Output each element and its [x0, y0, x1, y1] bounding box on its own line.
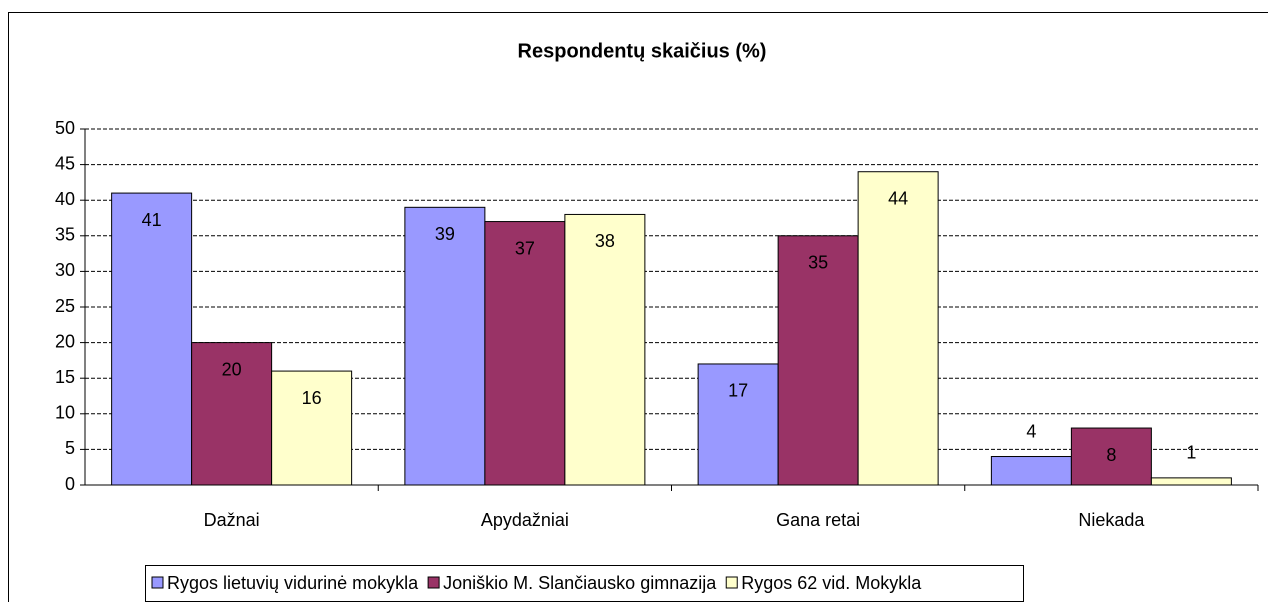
legend-box — [145, 565, 1024, 602]
x-tick-label: Dažnai — [204, 510, 260, 530]
y-tick-label: 40 — [55, 189, 75, 209]
y-tick-label: 15 — [55, 367, 75, 387]
legend-swatch — [427, 576, 440, 589]
data-label: 44 — [888, 188, 908, 208]
x-tick-label: Niekada — [1078, 510, 1145, 530]
legend-label: Joniškio M. Slančiausko gimnazija — [443, 573, 717, 593]
y-tick-label: 5 — [65, 438, 75, 458]
x-tick-label: Apydažniai — [481, 510, 569, 530]
bar — [564, 213, 646, 486]
legend-label: Rygos lietuvių vidurinė mokykla — [167, 573, 419, 593]
y-tick-label: 50 — [55, 118, 75, 138]
data-label: 16 — [302, 388, 322, 408]
bar — [484, 221, 566, 486]
bar — [697, 363, 779, 486]
legend-swatch — [151, 576, 164, 589]
bar — [857, 171, 939, 486]
bar — [1150, 477, 1232, 486]
chart-title: Respondentų skaičius (%) — [518, 40, 767, 62]
data-label: 17 — [728, 381, 748, 401]
y-tick-label: 10 — [55, 403, 75, 423]
data-label: 20 — [222, 359, 242, 379]
data-label: 1 — [1186, 443, 1196, 463]
y-tick-label: 35 — [55, 225, 75, 245]
bar — [271, 370, 353, 486]
bar — [111, 192, 193, 486]
data-label: 39 — [435, 224, 455, 244]
data-label: 41 — [142, 210, 162, 230]
data-label: 37 — [515, 238, 535, 258]
data-label: 8 — [1106, 445, 1116, 465]
y-tick-label: 20 — [55, 331, 75, 351]
y-tick-label: 0 — [65, 474, 75, 494]
y-tick-label: 45 — [55, 153, 75, 173]
bar — [990, 456, 1072, 486]
bar — [1070, 427, 1152, 486]
bar — [404, 206, 486, 486]
bar — [191, 342, 273, 486]
data-label: 4 — [1026, 421, 1036, 441]
data-label: 35 — [808, 253, 828, 273]
x-tick-label: Gana retai — [776, 510, 860, 530]
y-tick-label: 25 — [55, 296, 75, 316]
legend-label: Rygos 62 vid. Mokykla — [741, 573, 922, 593]
y-tick-label: 30 — [55, 260, 75, 280]
data-label: 38 — [595, 231, 615, 251]
bar — [777, 235, 859, 486]
legend-swatch — [725, 576, 738, 589]
